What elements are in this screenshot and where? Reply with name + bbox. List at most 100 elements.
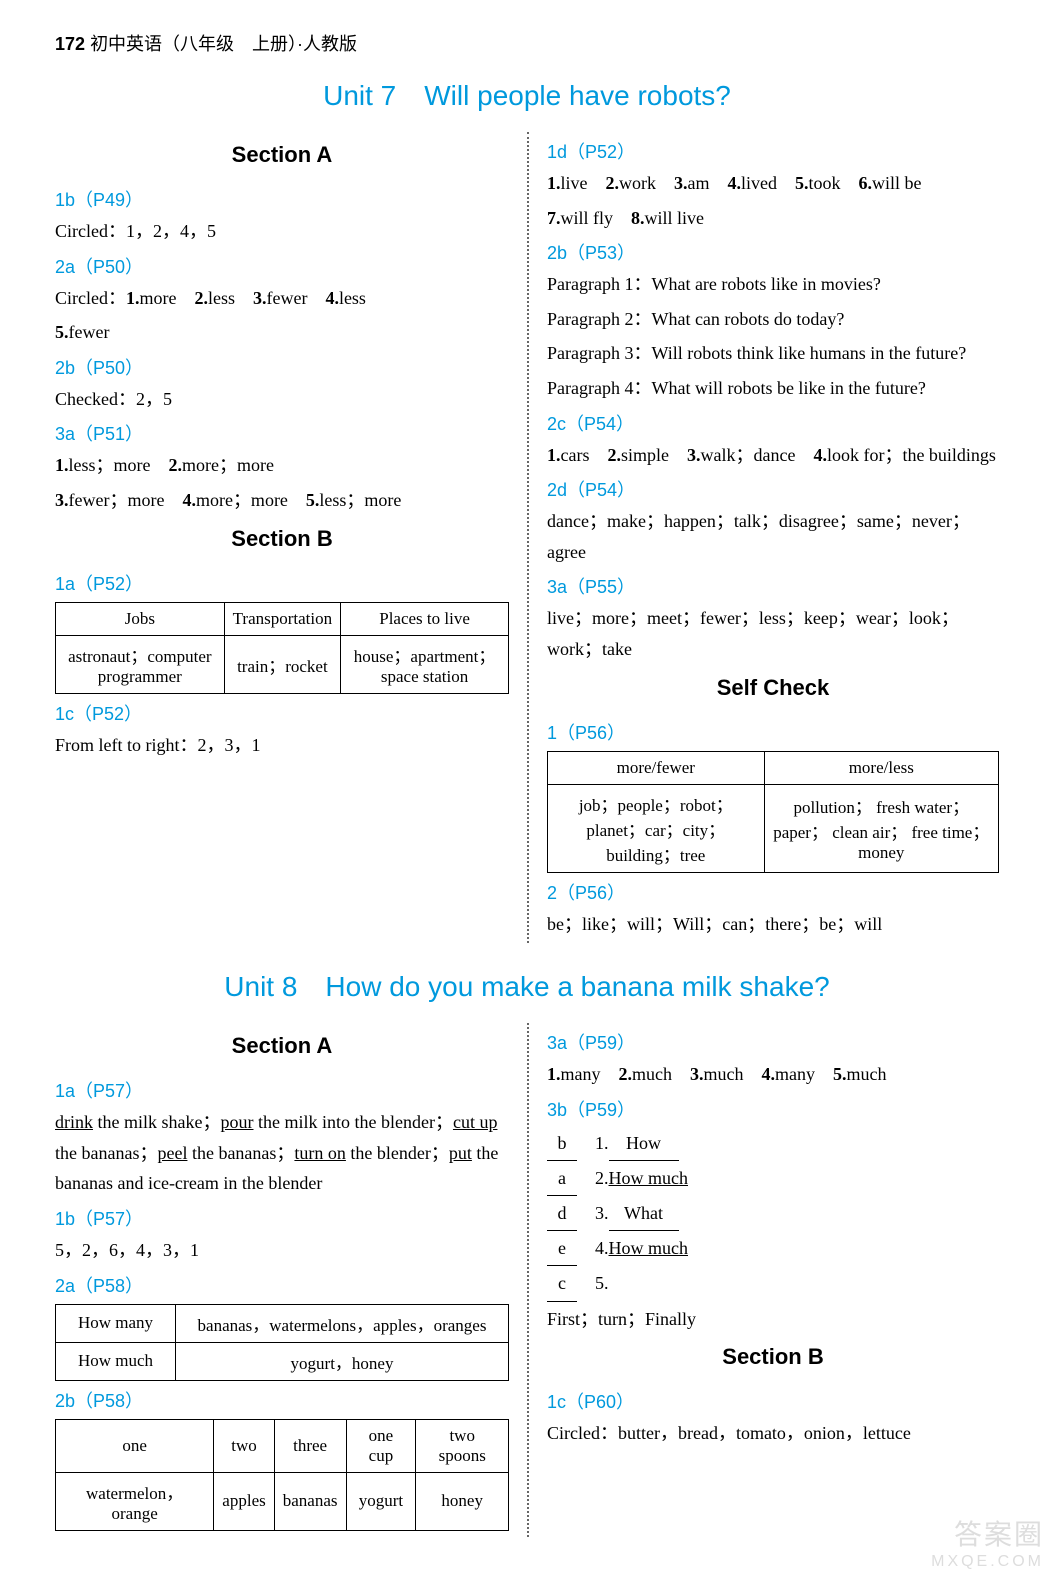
watermark-main: 答案圈 (931, 1513, 1044, 1553)
td-moreless: pollution； fresh water；paper； clean air；… (764, 784, 998, 872)
table-1a: Jobs Transportation Places to live astro… (55, 602, 509, 694)
u8-section-b-heading: Section B (547, 1344, 999, 1370)
text-sc2: be；like；will；Will；can；there；be；will (547, 909, 999, 940)
th-one: one (56, 1419, 214, 1472)
td-two: apples (214, 1472, 274, 1530)
th-two: two (214, 1419, 274, 1472)
ref-3a-r: 3a（P55） (547, 573, 999, 599)
ref-sc2: 2（P56） (547, 879, 999, 905)
table-u8-2a: How many bananas，watermelons，apples，oran… (55, 1304, 509, 1381)
ref-sc1: 1（P56） (547, 719, 999, 745)
th-transport: Transportation (224, 602, 341, 635)
td-places: house；apartment；space station (341, 635, 509, 693)
para-3: Paragraph 3：Will robots think like human… (547, 338, 999, 369)
td-howmany-val: bananas，watermelons，apples，oranges (176, 1304, 509, 1342)
table-row: How many bananas，watermelons，apples，oran… (56, 1304, 509, 1342)
text-1b: Circled：1，2，4，5 (55, 216, 509, 247)
unit7-col-left: Section A 1b（P49） Circled：1，2，4，5 2a（P50… (55, 132, 527, 943)
ref-u8-2a: 2a（P58） (55, 1272, 509, 1298)
td-howmuch: How much (56, 1342, 176, 1380)
th-moreless: more/less (764, 751, 998, 784)
text-1d-l1: 1.live 2.work 3.am 4.lived 5.took 6.will… (547, 168, 999, 199)
td-three: bananas (274, 1472, 346, 1530)
q3: d 3.What (547, 1196, 999, 1231)
ref-2a: 2a（P50） (55, 253, 509, 279)
para-1: Paragraph 1：What are robots like in movi… (547, 269, 999, 300)
page-number: 172 (55, 34, 85, 54)
text-3a-l2: 3.fewer；more 4.more；more 5.less；more (55, 485, 509, 516)
book-title: 初中英语（八年级 上册）·人教版 (90, 34, 357, 54)
para-2: Paragraph 2：What can robots do today? (547, 304, 999, 335)
table-u8-2b: one two three one cup two spoons waterme… (55, 1419, 509, 1531)
section-b-heading: Section B (55, 526, 509, 552)
th-twospoons: two spoons (416, 1419, 509, 1472)
td-twospoons: honey (416, 1472, 509, 1530)
watermark-sub: MXQE.COM (931, 1553, 1044, 1571)
th-places: Places to live (341, 602, 509, 635)
text-u8-1a: drink the milk shake；pour the milk into … (55, 1107, 509, 1199)
ref-2b: 2b（P50） (55, 354, 509, 380)
para-4: Paragraph 4：What will robots be like in … (547, 373, 999, 404)
q4: e 4.How much (547, 1231, 999, 1266)
unit8-col-left: Section A 1a（P57） drink the milk shake；p… (55, 1023, 527, 1536)
text-2c: 1.cars 2.simple 3.walk；dance 4.look for；… (547, 440, 999, 471)
ref-3a: 3a（P51） (55, 420, 509, 446)
table-row: one two three one cup two spoons (56, 1419, 509, 1472)
q2: a 2.How much (547, 1161, 999, 1196)
td-onecup: yogurt (346, 1472, 416, 1530)
ref-u8-3b: 3b（P59） (547, 1096, 999, 1122)
th-jobs: Jobs (56, 602, 225, 635)
ref-2d: 2d（P54） (547, 476, 999, 502)
th-three: three (274, 1419, 346, 1472)
text-3a-l1: 1.less；more 2.more；more (55, 450, 509, 481)
text-u8-1c: Circled：butter，bread，tomato，onion，lettuc… (547, 1418, 999, 1449)
text-2b: Checked：2，5 (55, 384, 509, 415)
table-row: watermelon，orange apples bananas yogurt … (56, 1472, 509, 1530)
unit7-columns: Section A 1b（P49） Circled：1，2，4，5 2a（P50… (55, 132, 999, 943)
table-row: How much yogurt，honey (56, 1342, 509, 1380)
td-morefewer: job；people；robot；planet；car；city；buildin… (548, 784, 765, 872)
unit7-title: Unit 7 Will people have robots? (55, 74, 999, 114)
th-onecup: one cup (346, 1419, 416, 1472)
watermark: 答案圈 MXQE.COM (931, 1513, 1044, 1571)
text-1d-l2: 7.will fly 8.will live (547, 203, 999, 234)
unit8-col-right: 3a（P59） 1.many 2.much 3.much 4.many 5.mu… (527, 1023, 999, 1536)
ref-u8-1c: 1c（P60） (547, 1388, 999, 1414)
ref-u8-2b: 2b（P58） (55, 1387, 509, 1413)
ref-2c: 2c（P54） (547, 410, 999, 436)
table-row: astronaut；computer programmer train；rock… (56, 635, 509, 693)
ref-1d: 1d（P52） (547, 138, 999, 164)
text-u8-1b: 5，2，6，4，3，1 (55, 1235, 509, 1266)
self-check-heading: Self Check (547, 675, 999, 701)
page-header: 172 初中英语（八年级 上册）·人教版 (55, 30, 999, 56)
th-morefewer: more/fewer (548, 751, 765, 784)
unit8-title: Unit 8 How do you make a banana milk sha… (55, 965, 999, 1005)
table-selfcheck: more/fewer more/less job；people；robot；pl… (547, 751, 999, 873)
u8-section-a-heading: Section A (55, 1033, 509, 1059)
text-u8-3a: 1.many 2.much 3.much 4.many 5.much (547, 1059, 999, 1090)
td-transport: train；rocket (224, 635, 341, 693)
unit7-col-right: 1d（P52） 1.live 2.work 3.am 4.lived 5.too… (527, 132, 999, 943)
td-howmany: How many (56, 1304, 176, 1342)
td-one: watermelon，orange (56, 1472, 214, 1530)
text-2a-l1: Circled：1.more 2.less 3.fewer 4.less (55, 283, 509, 314)
table-row: more/fewer more/less (548, 751, 999, 784)
text-u8-3b-tail: First；turn；Finally (547, 1304, 999, 1335)
table-row: Jobs Transportation Places to live (56, 602, 509, 635)
q1: b 1.How (547, 1126, 999, 1161)
section-a-heading: Section A (55, 142, 509, 168)
text-2d: dance；make；happen；talk；disagree；same；nev… (547, 506, 999, 567)
ref-1c: 1c（P52） (55, 700, 509, 726)
ref-u8-3a: 3a（P59） (547, 1029, 999, 1055)
ref-1b: 1b（P49） (55, 186, 509, 212)
text-2a-l2: 5.fewer (55, 317, 509, 348)
q5: c 5. (547, 1266, 999, 1301)
text-3a-r: live；more；meet；fewer；less；keep；wear；look… (547, 603, 999, 664)
unit8-columns: Section A 1a（P57） drink the milk shake；p… (55, 1023, 999, 1536)
ref-2b-r: 2b（P53） (547, 239, 999, 265)
text-1c: From left to right：2，3，1 (55, 730, 509, 761)
ref-u8-1a: 1a（P57） (55, 1077, 509, 1103)
td-howmuch-val: yogurt，honey (176, 1342, 509, 1380)
td-jobs: astronaut；computer programmer (56, 635, 225, 693)
ref-1a-b: 1a（P52） (55, 570, 509, 596)
